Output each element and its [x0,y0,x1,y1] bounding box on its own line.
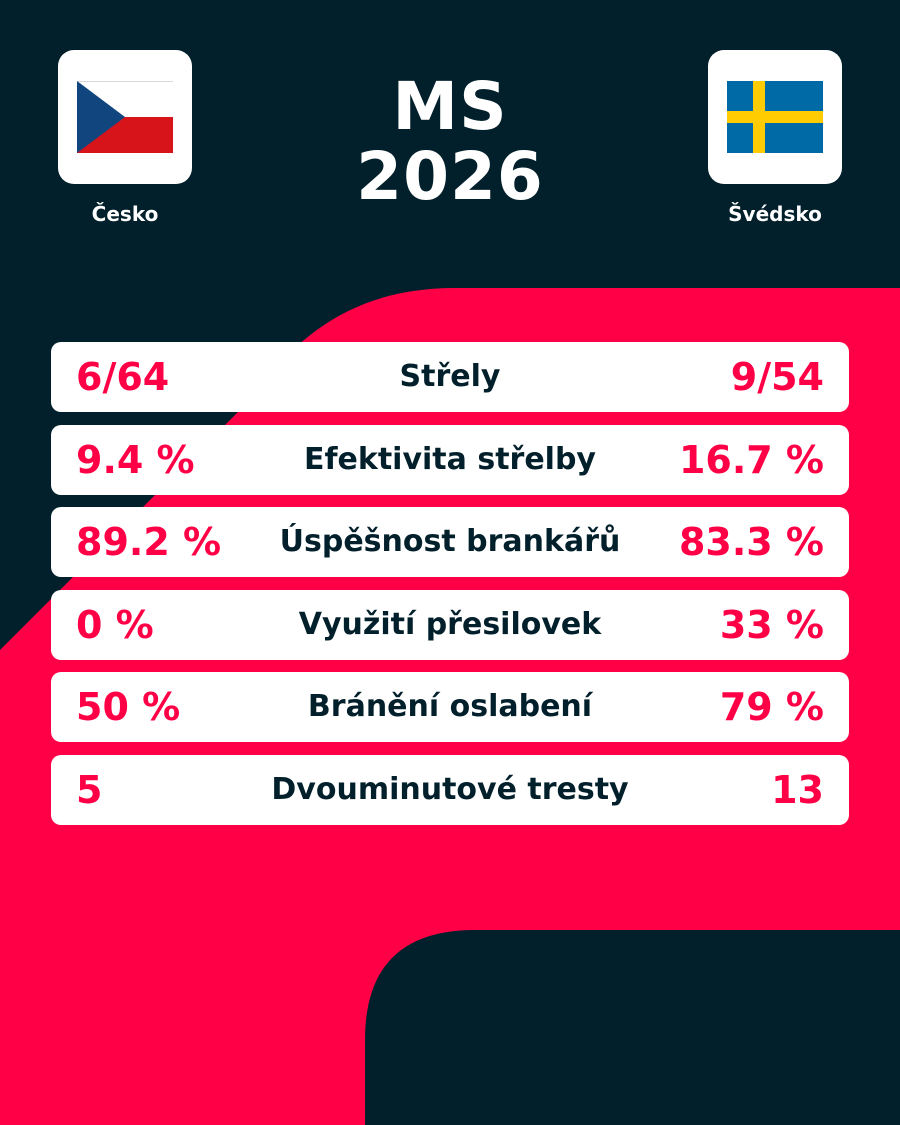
stat-away-value: 9/54 [730,355,824,399]
stat-home-value: 6/64 [76,355,170,399]
stat-home-value: 5 [76,767,103,812]
czech-flag-icon [77,81,173,153]
stat-home-value: 9.4 % [76,437,195,482]
title-line-1: MS [392,68,508,145]
page-title: MS 2026 [300,72,600,212]
stat-home-value: 89.2 % [76,520,222,564]
stat-row-goalie-success: 89.2 % Úspěšnost brankářů 83.3 % [51,507,849,577]
stat-label: Bránění oslabení [307,689,593,724]
team-away-name: Švédsko [728,202,822,226]
stat-label: Úspěšnost brankářů [279,524,621,559]
stat-away-value: 13 [771,767,824,812]
stat-away-value: 16.7 % [678,437,824,482]
stat-label: Využití přesilovek [298,606,602,642]
team-home: Česko [58,50,192,226]
stat-row-shots: 6/64 Střely 9/54 [51,342,849,412]
flag-card-away [708,50,842,184]
stat-away-value: 33 % [719,602,824,647]
stat-row-shooting-efficiency: 9.4 % Efektivita střelby 16.7 % [51,424,849,495]
stat-away-value: 83.3 % [678,520,824,564]
stat-home-value: 50 % [76,685,181,729]
stat-label: Efektivita střelby [304,441,596,477]
stat-row-two-minute-penalties: 5 Dvouminutové tresty 13 [51,754,849,825]
stat-label: Dvouminutové tresty [271,771,629,807]
stats-table: 6/64 Střely 9/54 9.4 % Efektivita střelb… [51,342,849,837]
team-home-name: Česko [91,202,159,226]
team-away: Švédsko [708,50,842,226]
stat-away-value: 79 % [719,685,824,729]
stat-row-power-play: 0 % Využití přesilovek 33 % [51,589,849,660]
stat-label: Střely [399,359,501,394]
stat-row-penalty-kill: 50 % Bránění oslabení 79 % [51,672,849,742]
flag-card-home [58,50,192,184]
stat-home-value: 0 % [76,602,154,647]
swedish-flag-icon [727,81,823,153]
title-line-2: 2026 [356,138,544,215]
